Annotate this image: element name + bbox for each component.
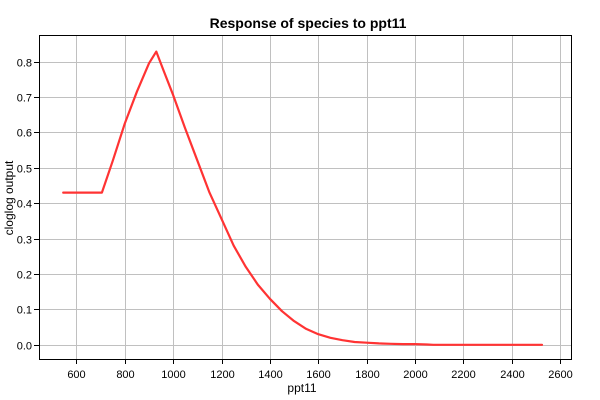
y-tick-label: 0.3 (17, 235, 32, 247)
x-tick-label: 2000 (403, 369, 427, 381)
y-tick-label: 0.8 (17, 58, 32, 70)
y-tick-label: 0.6 (17, 128, 32, 140)
x-tick-label: 800 (116, 369, 134, 381)
x-tick-label: 600 (67, 369, 85, 381)
y-tick-labels: 0.0 0.1 0.2 0.3 0.4 0.5 0.6 0.7 0.8 (17, 58, 32, 353)
x-tick-label: 1400 (258, 369, 282, 381)
x-tick-label: 2600 (548, 369, 572, 381)
y-tick-label: 0.2 (17, 270, 32, 282)
x-axis-label: ppt11 (287, 381, 316, 395)
x-tick-label: 1800 (355, 369, 379, 381)
response-curve (62, 50, 544, 346)
plot-frame (39, 35, 572, 360)
y-tick-label: 0.4 (17, 199, 32, 211)
series-layer (62, 50, 544, 346)
chart-title: Response of species to ppt11 (210, 15, 407, 31)
x-tick-label: 1000 (161, 369, 185, 381)
y-tick-label: 0.1 (17, 305, 32, 317)
x-tick-label: 1200 (210, 369, 234, 381)
tick-layer (34, 62, 561, 364)
x-tick-labels: 600 800 1000 1200 1400 1600 1800 2000 2200 2400 26… (67, 369, 572, 381)
y-tick-label: 0.5 (17, 164, 32, 176)
y-tick-label: 0.7 (17, 93, 32, 105)
y-axis-label: cloglog output (2, 160, 16, 235)
x-tick-label: 2200 (451, 369, 475, 381)
grid-layer (39, 35, 571, 359)
x-tick-label: 2400 (500, 369, 524, 381)
y-tick-label: 0.0 (17, 341, 32, 353)
x-tick-label: 1600 (306, 369, 330, 381)
